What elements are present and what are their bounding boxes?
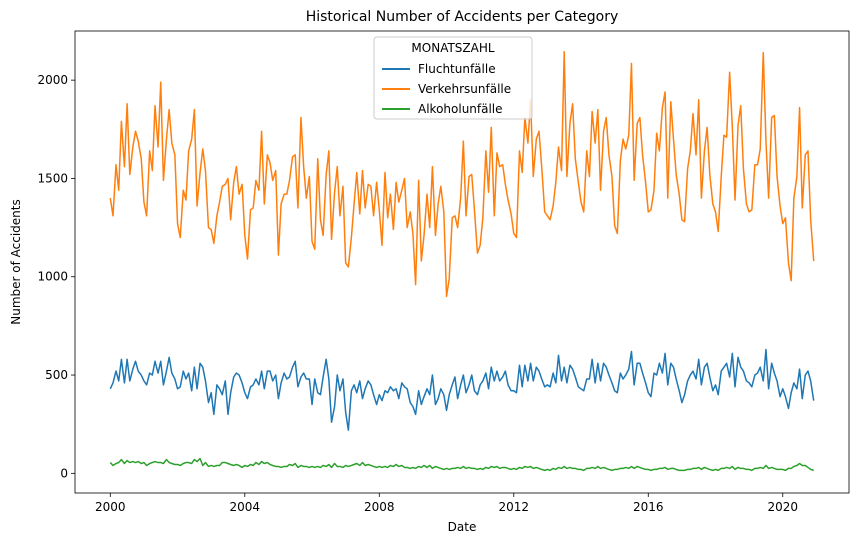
axes-frame	[74, 30, 850, 494]
x-tick-label: 2008	[364, 500, 395, 514]
x-tick-label: 2004	[230, 500, 261, 514]
y-tick-label: 500	[45, 368, 68, 382]
chart-title: Historical Number of Accidents per Categ…	[306, 9, 619, 25]
legend-label: Verkehrsunfälle	[418, 82, 511, 96]
x-axis-label: Date	[448, 520, 477, 534]
legend-label: Fluchtunfälle	[418, 62, 496, 76]
y-axis-label: Number of Accidents	[9, 199, 23, 325]
y-tick-label: 1000	[37, 270, 68, 284]
legend-label: Alkoholunfälle	[418, 102, 503, 116]
x-tick-label: 2000	[95, 500, 126, 514]
legend: MONATSZAHL Fluchtunfälle Verkehrsunfälle Al…	[373, 36, 533, 120]
y-tick-label: 0	[60, 466, 68, 480]
series-line	[109, 50, 815, 298]
x-tick-label: 2016	[633, 500, 664, 514]
x-tick-label: 2012	[499, 500, 530, 514]
y-tick-label: 2000	[37, 73, 68, 87]
legend-box	[373, 36, 533, 120]
y-tick-label: 1500	[37, 171, 68, 185]
x-tick-label: 2020	[767, 500, 798, 514]
series-line	[109, 457, 814, 472]
series-line	[109, 348, 815, 431]
legend-title: MONATSZAHL	[411, 41, 494, 55]
